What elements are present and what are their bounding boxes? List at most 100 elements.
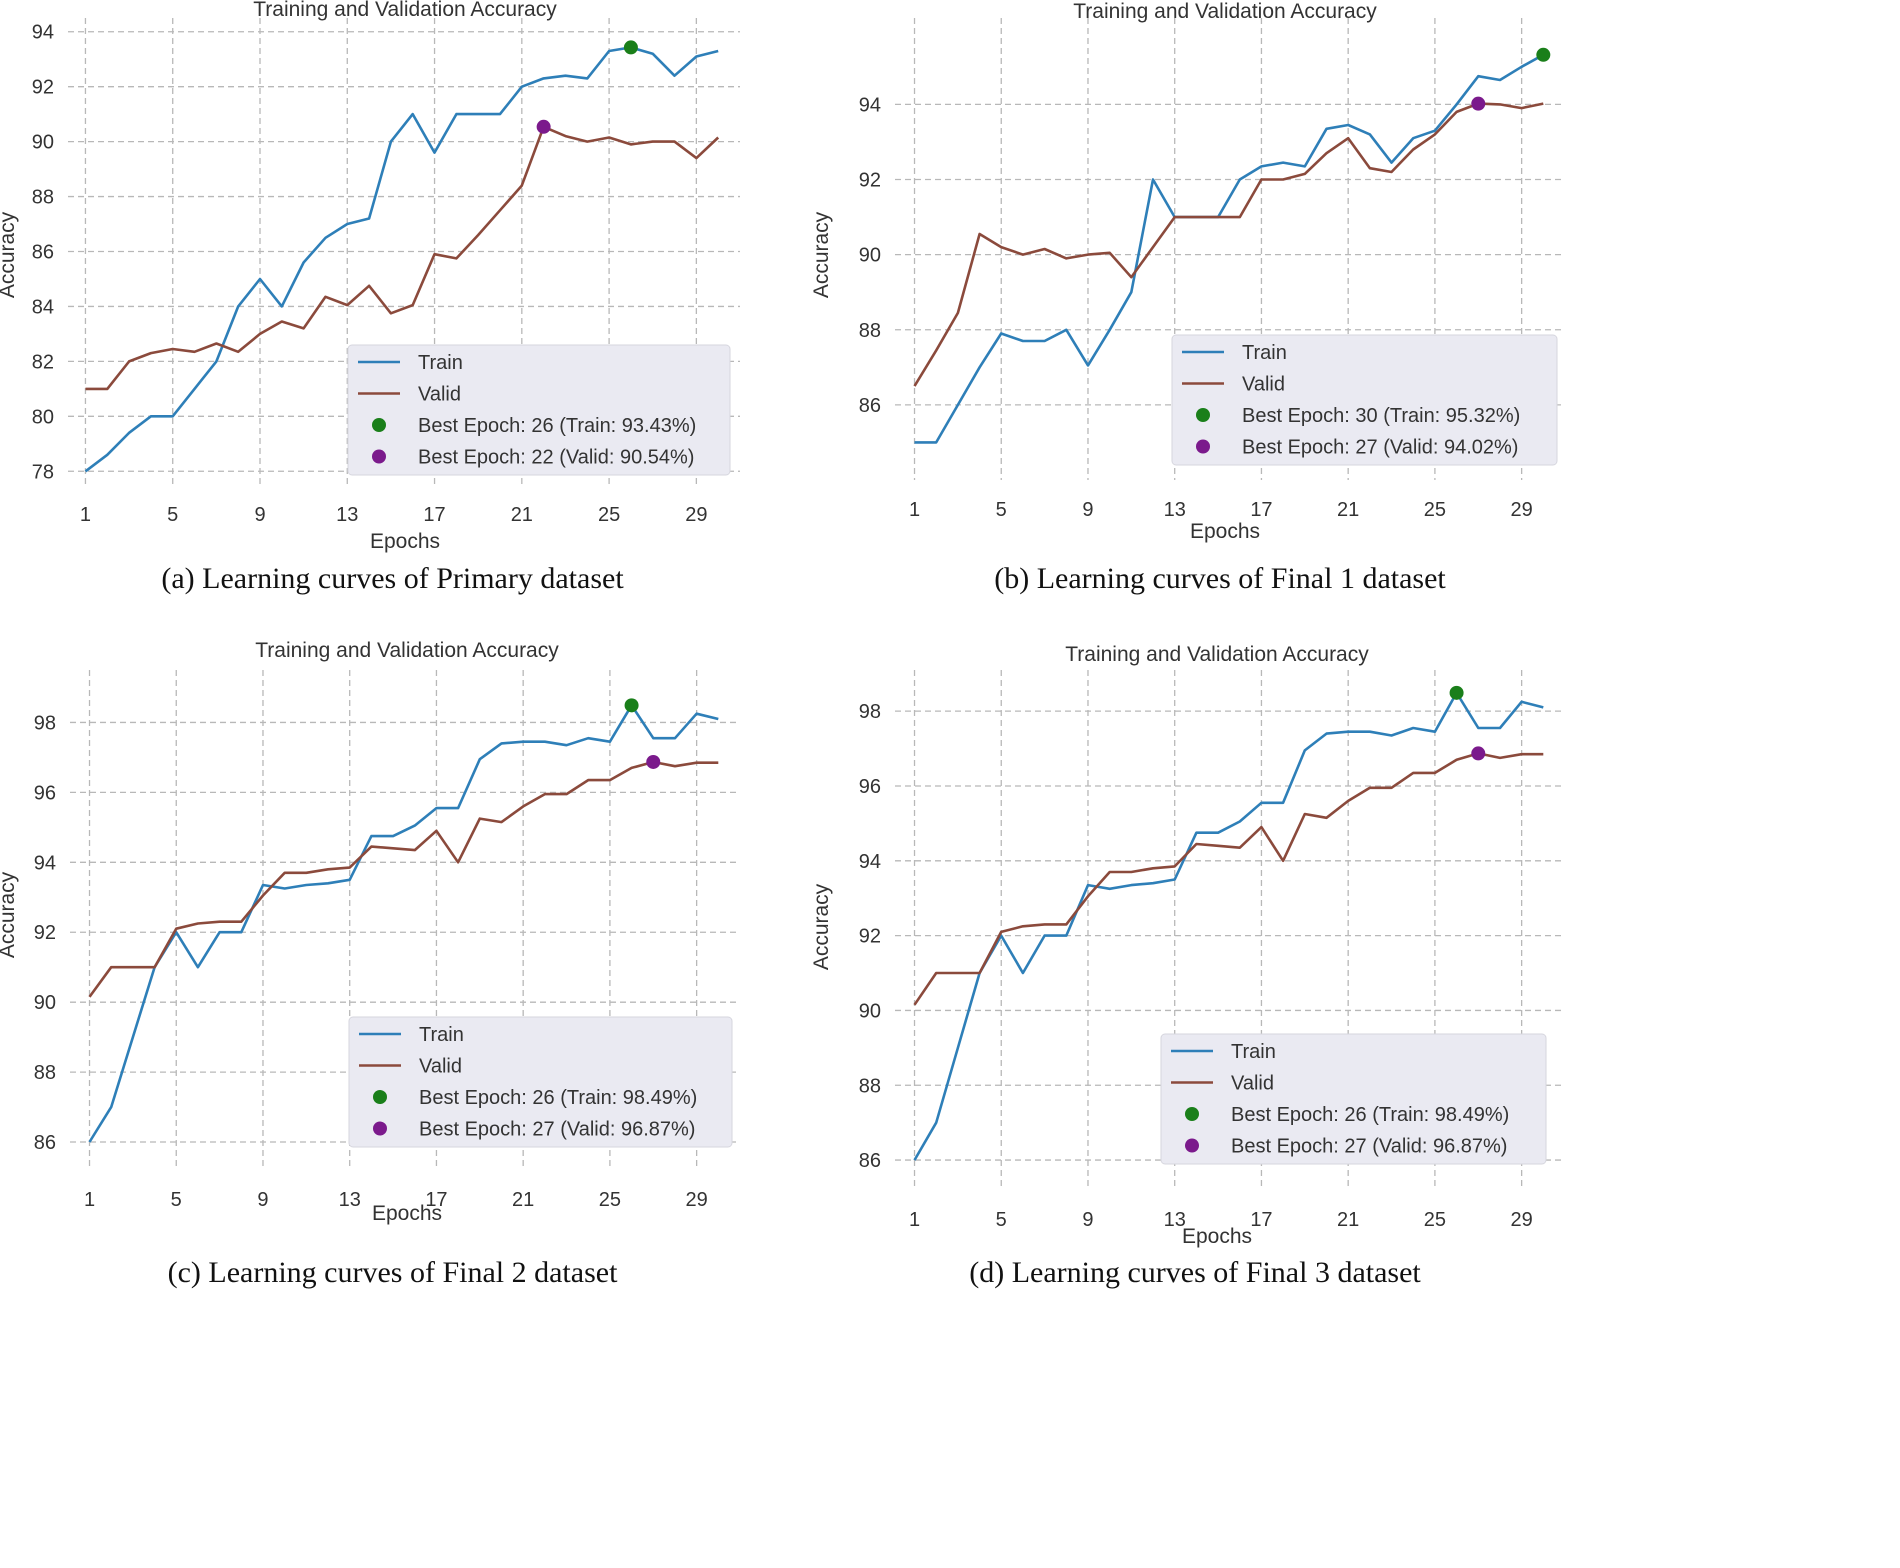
legend-box — [1171, 334, 1558, 466]
legend: Train Valid Best Epoch: 26 (Train: 93.43%)… — [347, 344, 731, 476]
y-tick-label: 98 — [859, 701, 881, 723]
y-tick-label: 94 — [34, 852, 56, 874]
legend-label: Best Epoch: 30 (Train: 95.32%) — [1242, 405, 1520, 427]
best-train-marker — [623, 40, 638, 55]
x-tick-label: 29 — [686, 1189, 708, 1211]
x-tick-label: 5 — [996, 499, 1007, 521]
y-tick-label: 98 — [34, 712, 56, 734]
caption-c: (c) Learning curves of Final 2 dataset — [167, 1256, 618, 1289]
chart-panel-d: 86 88 90 92 94 96 98 1 5 9 13 17 21 25 29 Training and … — [800, 630, 1568, 1255]
legend-label: Best Epoch: 26 (Train: 98.49%) — [1231, 1104, 1509, 1126]
x-tick-label: 17 — [423, 504, 445, 526]
best-train-marker — [624, 698, 639, 713]
legend-best-valid-swatch — [1185, 1138, 1199, 1153]
x-tick-label: 9 — [1082, 499, 1093, 521]
best-valid-marker — [646, 754, 661, 769]
legend-label: Best Epoch: 27 (Valid: 96.87%) — [1231, 1136, 1507, 1158]
legend-box — [347, 344, 731, 476]
legend-label: Best Epoch: 27 (Valid: 96.87%) — [419, 1119, 695, 1141]
x-tick-label: 29 — [685, 504, 707, 526]
valid-line — [85, 125, 720, 391]
legend: Train Valid Best Epoch: 26 (Train: 98.49%)… — [348, 1016, 733, 1148]
y-tick-label: 94 — [859, 851, 881, 873]
best-train-marker — [1536, 47, 1551, 62]
legend-label: Valid — [419, 1056, 462, 1078]
legend-box — [348, 1016, 733, 1148]
legend: Train Valid Best Epoch: 30 (Train: 95.32%)… — [1171, 334, 1558, 466]
y-tick-label: 92 — [34, 922, 56, 944]
legend-label: Best Epoch: 27 (Valid: 94.02%) — [1242, 437, 1518, 459]
y-tick-label: 90 — [32, 132, 54, 154]
x-tick-label: 5 — [167, 504, 178, 526]
valid-line — [913, 102, 1544, 387]
x-tick-label: 9 — [257, 1189, 268, 1211]
y-tick-label: 92 — [859, 170, 881, 192]
x-tick-label: 1 — [909, 499, 920, 521]
y-tick-label: 80 — [32, 406, 54, 428]
y-tick-label: 84 — [32, 296, 54, 318]
legend-label: Train — [1231, 1041, 1276, 1063]
x-axis-label: Epochs — [370, 530, 440, 553]
chart-title: Training and Validation Accuracy — [1065, 643, 1369, 666]
chart-svg: 86 88 90 92 94 1 5 9 13 17 21 25 29 Training and Vali… — [810, 0, 1565, 543]
y-tick-label: 90 — [859, 245, 881, 267]
y-tick-label: 88 — [859, 320, 881, 342]
y-tick-label: 90 — [34, 992, 56, 1014]
y-tick-label: 92 — [859, 926, 881, 948]
legend-best-valid-swatch — [1196, 439, 1210, 454]
x-axis-label: Epochs — [1190, 520, 1260, 543]
x-tick-label: 5 — [996, 1209, 1007, 1231]
x-tick-label: 25 — [598, 504, 620, 526]
chart-title: Training and Validation Accuracy — [1073, 0, 1377, 23]
y-tick-label: 96 — [34, 782, 56, 804]
legend-label: Best Epoch: 22 (Valid: 90.54%) — [418, 447, 694, 469]
legend-label: Valid — [1231, 1073, 1274, 1095]
train-line — [88, 704, 719, 1143]
train-line — [913, 691, 1544, 1161]
valid-line — [88, 760, 719, 998]
legend-label: Train — [419, 1024, 464, 1046]
y-tick-label: 86 — [32, 242, 54, 264]
chart-svg: 86 88 90 92 94 96 98 1 5 9 13 17 21 25 29 Training and … — [810, 643, 1565, 1248]
x-tick-label: 1 — [80, 504, 91, 526]
x-tick-label: 21 — [1337, 499, 1359, 521]
grid — [68, 18, 740, 485]
x-tick-label: 29 — [1511, 1209, 1533, 1231]
legend-best-train-swatch — [1185, 1107, 1199, 1121]
x-tick-label: 9 — [1082, 1209, 1093, 1231]
y-tick-label: 88 — [32, 187, 54, 209]
x-tick-label: 25 — [1424, 1209, 1446, 1231]
y-tick-label: 92 — [32, 77, 54, 99]
x-tick-label: 17 — [1250, 1209, 1272, 1231]
x-tick-label: 29 — [1511, 499, 1533, 521]
train-line — [914, 53, 1544, 444]
y-tick-label: 86 — [34, 1132, 56, 1154]
legend-best-train-swatch — [372, 418, 386, 432]
x-tick-label: 1 — [84, 1189, 95, 1211]
x-tick-label: 17 — [1250, 499, 1272, 521]
chart-panel-b: 86 88 90 92 94 1 5 9 13 17 21 25 29 Training and Vali… — [800, 0, 1568, 560]
caption-b: (b) Learning curves of Final 1 dataset — [994, 562, 1446, 595]
x-axis-label: Epochs — [1182, 1225, 1252, 1248]
legend-best-train-swatch — [373, 1090, 387, 1104]
y-tick-label: 82 — [32, 351, 54, 373]
y-axis-label: Accuracy — [810, 883, 833, 970]
y-tick-label: 94 — [859, 94, 881, 116]
x-tick-label: 17 — [425, 1189, 447, 1211]
legend-label: Train — [1242, 342, 1287, 364]
caption-d: (d) Learning curves of Final 3 dataset — [969, 1256, 1421, 1289]
y-tick-label: 90 — [859, 1000, 881, 1022]
legend-best-valid-swatch — [373, 1121, 387, 1136]
x-tick-label: 21 — [512, 1189, 534, 1211]
legend-label: Best Epoch: 26 (Train: 98.49%) — [419, 1087, 697, 1109]
chart-panel-a: 78 80 82 84 86 88 90 92 94 1 5 9 13 17 21 25 29 Training … — [0, 0, 770, 570]
legend-label: Train — [418, 352, 463, 374]
legend-best-train-swatch — [1196, 408, 1210, 422]
chart-svg: 86 88 90 92 94 96 98 1 5 9 13 17 21 25 29 Training and … — [0, 639, 740, 1225]
legend-label: Best Epoch: 26 (Train: 93.43%) — [418, 415, 696, 437]
x-tick-label: 13 — [339, 1189, 361, 1211]
x-tick-label: 21 — [1337, 1209, 1359, 1231]
legend: Train Valid Best Epoch: 26 (Train: 98.49%)… — [1160, 1033, 1547, 1165]
x-axis-label: Epochs — [372, 1202, 442, 1225]
chart-title: Training and Validation Accuracy — [253, 0, 557, 21]
